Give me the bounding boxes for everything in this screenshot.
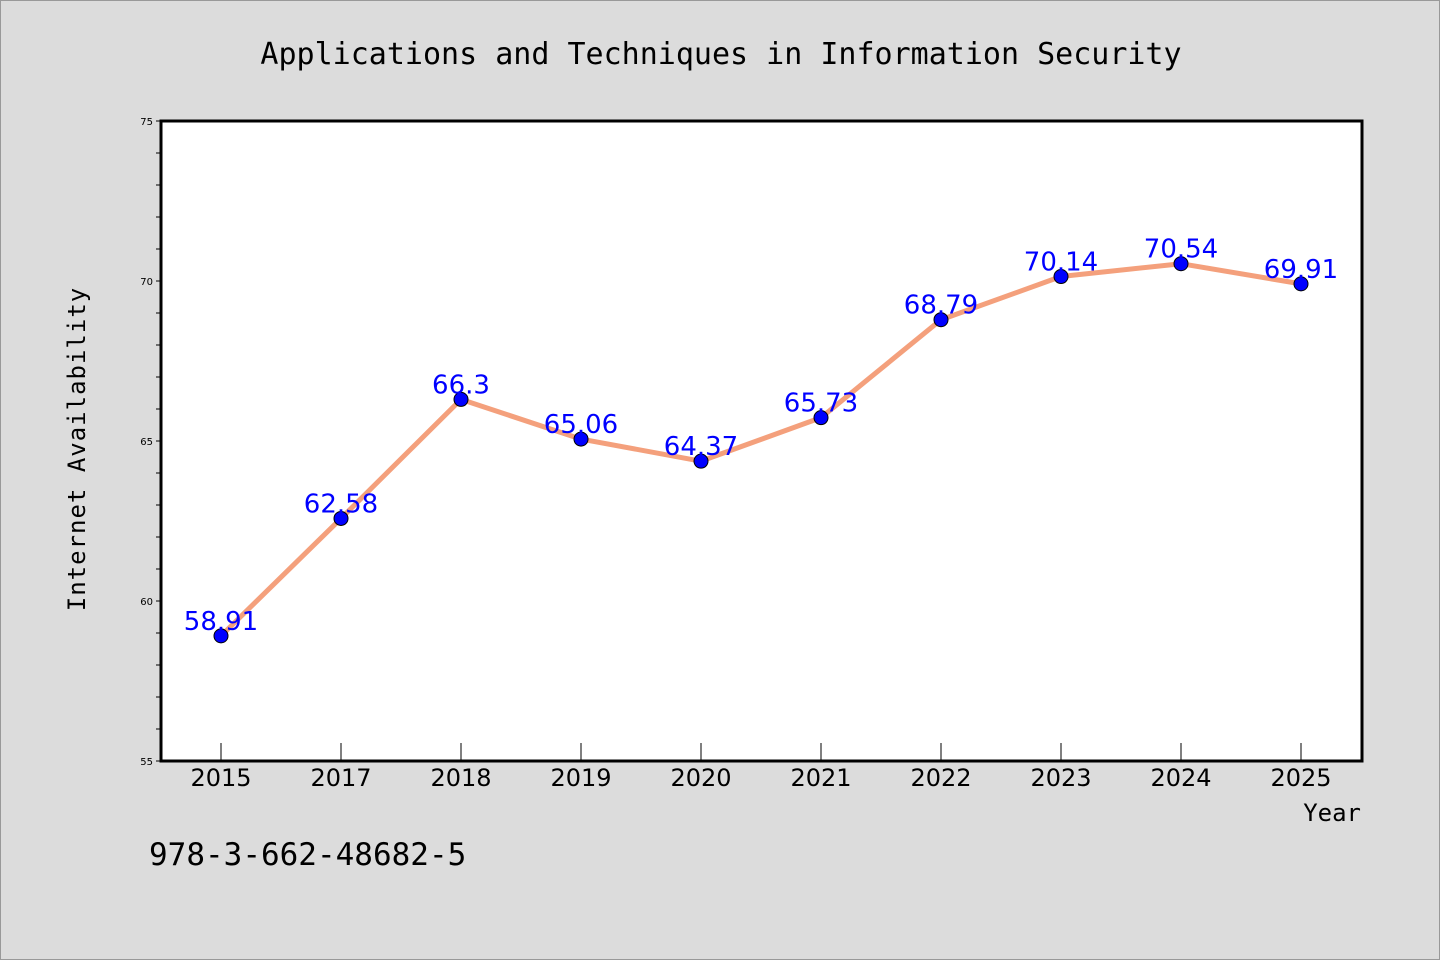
x-tick-labels: 2015 2017 2018 2019 2020 2021 2022 2023 2024 2025 [190, 764, 1331, 792]
data-label: 69.91 [1264, 255, 1338, 285]
chart-title: Applications and Techniques in Informati… [260, 37, 1181, 72]
x-tick-label: 2021 [790, 764, 851, 792]
y-minor-ticks [156, 120, 161, 762]
data-label: 70.54 [1144, 235, 1218, 265]
data-point [933, 312, 949, 328]
y-tick-label: 65 [140, 437, 153, 448]
data-label: 68.79 [904, 291, 978, 321]
data-label: 62.58 [304, 489, 378, 519]
data-labels: 58.91 62.58 66.3 65.06 64.37 65.73 68.79 70.14 7… [184, 235, 1338, 637]
data-point [1293, 276, 1309, 292]
x-tick-label: 2025 [1270, 764, 1331, 792]
x-tick-label: 2020 [670, 764, 731, 792]
data-label: 64.37 [664, 432, 738, 462]
y-axis-label: Internet Availability [63, 287, 91, 611]
x-tick-label: 2018 [430, 764, 491, 792]
x-tick-label: 2019 [550, 764, 611, 792]
y-tick-label: 70 [140, 277, 153, 288]
x-tick-label: 2022 [910, 764, 971, 792]
y-tick-label: 75 [140, 117, 153, 128]
data-label: 65.73 [784, 389, 858, 419]
data-point [573, 431, 589, 447]
data-label: 58.91 [184, 607, 258, 637]
x-tick-label: 2015 [190, 764, 251, 792]
data-markers [213, 256, 1309, 644]
x-axis-label: Year [1303, 799, 1361, 827]
x-tick-label: 2017 [310, 764, 371, 792]
data-point [693, 453, 709, 469]
data-label: 65.06 [544, 410, 618, 440]
x-tick-marks [220, 743, 1302, 761]
x-tick-label: 2023 [1030, 764, 1091, 792]
data-point [1173, 256, 1189, 272]
y-tick-label: 60 [140, 597, 153, 608]
data-point [813, 410, 829, 426]
data-point [453, 391, 469, 407]
data-point [1053, 269, 1069, 285]
data-label: 66.3 [432, 370, 490, 400]
x-tick-label: 2024 [1150, 764, 1211, 792]
series-line [218, 261, 1304, 639]
isbn-footnote: 978-3-662-48682-5 [149, 837, 466, 873]
data-point [333, 510, 349, 526]
y-tick-labels: 55 60 65 70 75 [140, 117, 153, 768]
data-point [213, 628, 229, 644]
data-label: 70.14 [1024, 248, 1098, 278]
y-tick-label: 55 [140, 757, 153, 768]
